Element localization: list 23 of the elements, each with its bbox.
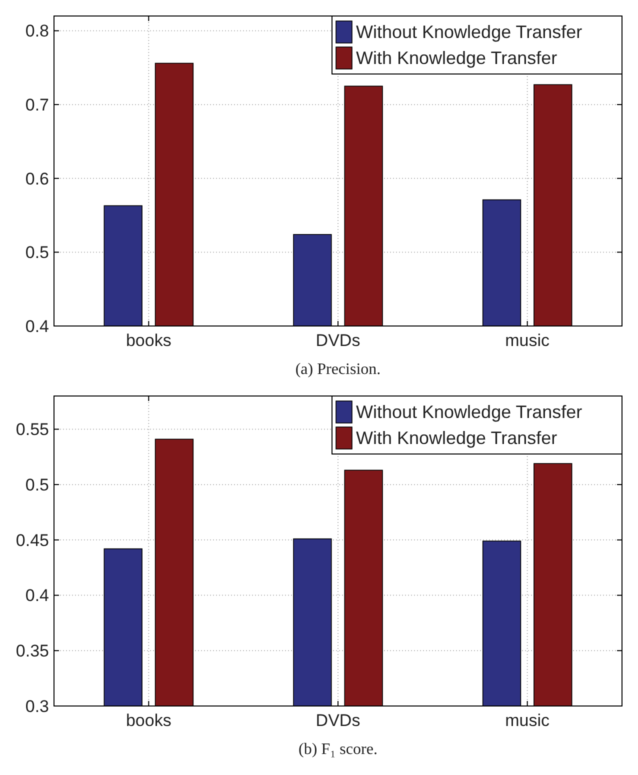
legend-label: With Knowledge Transfer: [356, 48, 558, 68]
y-tick-label: 0.55: [16, 420, 49, 440]
legend-label: Without Knowledge Transfer: [356, 402, 582, 422]
x-tick-label: books: [126, 711, 172, 730]
x-tick-label: music: [505, 331, 550, 350]
y-tick-label: 0.3: [25, 696, 49, 716]
y-tick-label: 0.45: [16, 530, 49, 550]
legend-label: Without Knowledge Transfer: [356, 22, 582, 42]
y-tick-label: 0.5: [25, 476, 49, 495]
y-tick-label: 0.35: [16, 642, 49, 661]
text: (b) F₁ score.: [298, 741, 378, 758]
legend-label: With Knowledge Transfer: [356, 428, 558, 448]
x-tick-label: music: [505, 711, 550, 730]
y-tick-label: 0.5: [25, 243, 49, 262]
y-tick-label: 0.8: [25, 22, 49, 41]
x-tick-label: DVDs: [316, 711, 360, 730]
text: (a) Precision.: [295, 361, 381, 378]
y-tick-label: 0.4: [25, 316, 49, 336]
x-tick-label: DVDs: [316, 331, 360, 350]
y-tick-label: 0.7: [25, 96, 49, 115]
y-tick-label: 0.6: [25, 169, 49, 188]
y-tick-label: 0.4: [25, 586, 49, 606]
x-tick-label: books: [126, 331, 172, 350]
